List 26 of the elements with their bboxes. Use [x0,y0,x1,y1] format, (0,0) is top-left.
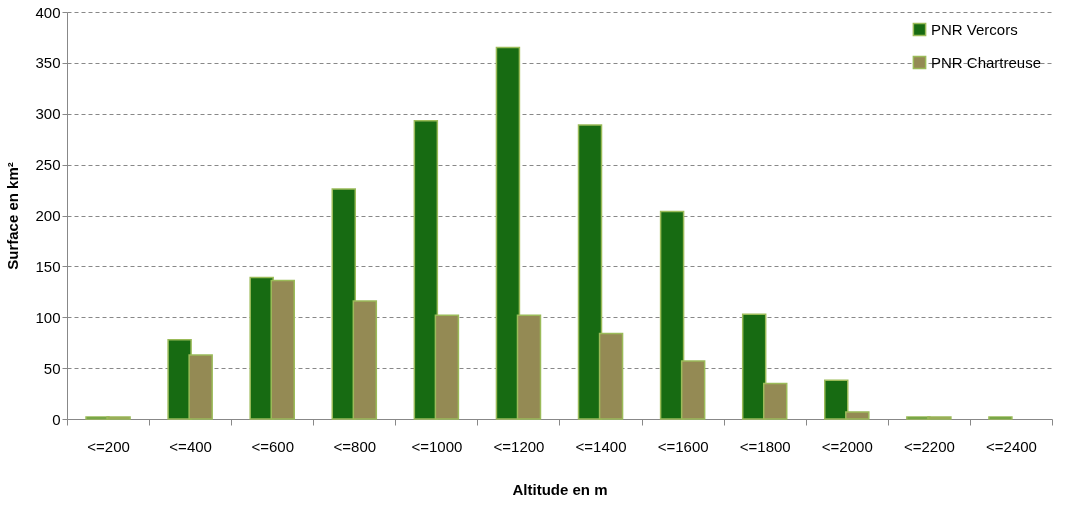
y-tick-label: 350 [35,54,61,72]
y-tick-label: 50 [43,359,61,377]
x-tick-label: <=400 [169,437,212,455]
x-tick-label: <=800 [333,437,377,455]
x-tick-label: <=2200 [903,437,955,455]
x-tick-label: <=200 [87,437,130,455]
y-tick-label: 150 [35,257,61,275]
y-tick-label: 250 [35,156,61,174]
y-axis-title: Surface en km² [4,162,22,270]
x-tick-label: <=600 [251,437,294,455]
x-tick-label: <=1800 [739,437,791,455]
x-axis-title: Altitude en m [512,480,608,498]
x-tick-label: <=2000 [821,437,873,455]
x-tick-label: <=1000 [411,437,463,455]
y-tick-label: 0 [52,410,61,428]
x-tick-label: <=2400 [986,437,1037,455]
legend-label: PNR Vercors [931,20,1018,38]
x-tick-label: <=1400 [575,437,627,455]
y-tick-label: 200 [35,207,61,224]
legend-label: PNR Chartreuse [931,53,1042,71]
x-tick-label: <=1600 [657,437,709,455]
y-tick-label: 300 [35,105,61,123]
bar [988,416,1013,420]
x-tick-label: <=1200 [493,437,545,455]
y-tick-label: 400 [35,3,61,21]
y-tick-label: 100 [35,308,61,326]
